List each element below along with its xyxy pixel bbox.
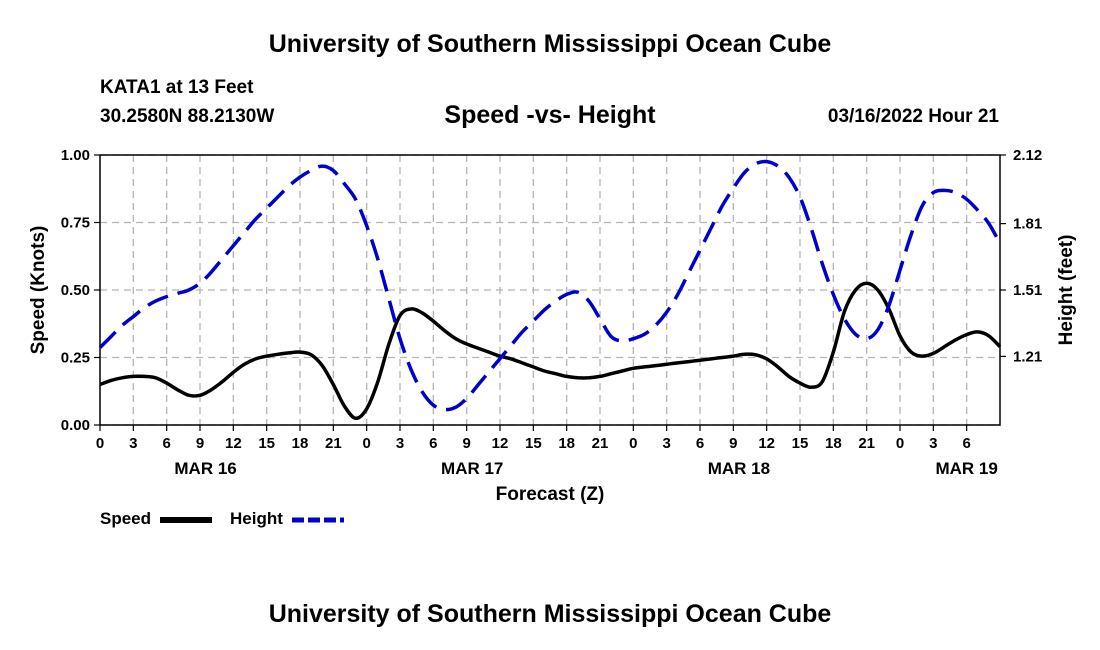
legend-label-height: Height (230, 509, 283, 528)
x-tick-label: 21 (592, 435, 609, 452)
station-coordinates: 30.2580N 88.2130W (100, 106, 275, 127)
y-tick-label-left: 0.00 (61, 417, 90, 434)
x-tick-label: 6 (429, 435, 437, 452)
x-tick-label: 15 (525, 435, 542, 452)
x-tick-label: 15 (792, 435, 809, 452)
x-tick-label: 12 (492, 435, 509, 452)
chart-title-top: University of Southern Mississippi Ocean… (268, 30, 832, 58)
x-tick-label: 18 (292, 435, 309, 452)
x-tick-label: 6 (162, 435, 170, 452)
y-tick-label-right: 2.12 (1013, 147, 1042, 164)
y-tick-label-left: 1.00 (61, 147, 90, 164)
x-tick-label: 9 (729, 435, 737, 452)
x-tick-label: 0 (896, 435, 904, 452)
x-date-label: MAR 19 (935, 459, 997, 478)
x-tick-label: 12 (758, 435, 775, 452)
x-axis-title: Forecast (Z) (496, 484, 605, 505)
x-tick-label: 3 (396, 435, 404, 452)
x-tick-label: 0 (96, 435, 104, 452)
x-tick-label: 9 (462, 435, 470, 452)
x-tick-label: 0 (629, 435, 637, 452)
y-tick-label-left: 0.25 (61, 350, 90, 367)
x-tick-label: 18 (825, 435, 842, 452)
chart-subtitle: Speed -vs- Height (444, 101, 656, 129)
x-tick-label: 3 (129, 435, 137, 452)
y-tick-label-left: 0.75 (61, 215, 90, 232)
y-tick-label-right: 1.21 (1013, 348, 1042, 365)
x-tick-label: 0 (362, 435, 370, 452)
x-tick-label: 18 (558, 435, 575, 452)
y-tick-label-left: 0.50 (61, 282, 90, 299)
y-axis-title-right: Height (feet) (1056, 235, 1077, 346)
x-tick-label: 21 (325, 435, 342, 452)
y-tick-label-right: 1.51 (1013, 282, 1042, 299)
series-line-height (98, 159, 1002, 412)
x-date-label: MAR 17 (441, 459, 503, 478)
legend-label-speed: Speed (100, 509, 152, 528)
x-tick-label: 6 (696, 435, 704, 452)
forecast-timestamp: 03/16/2022 Hour 21 (827, 106, 999, 127)
y-axis-title-left: Speed (Knots) (28, 226, 49, 355)
y-tick-label-right: 1.81 (1013, 216, 1042, 233)
x-date-label: MAR 16 (174, 459, 236, 478)
x-tick-label: 3 (929, 435, 937, 452)
series-line-speed (99, 281, 1002, 421)
chart-title-bottom: University of Southern Mississippi Ocean… (268, 600, 832, 628)
x-tick-label: 12 (225, 435, 242, 452)
x-tick-label: 6 (962, 435, 970, 452)
x-tick-label: 9 (196, 435, 204, 452)
chart-grid (100, 154, 1000, 426)
x-date-label: MAR 18 (708, 459, 770, 478)
x-tick-label: 15 (258, 435, 275, 452)
x-tick-label: 3 (662, 435, 670, 452)
station-label: KATA1 at 13 Feet (100, 77, 254, 98)
x-tick-label: 21 (858, 435, 875, 452)
chart-axes: 0 3 6 9 12 15 18 21 0 3 6 9 12 15 18 21 0 3 6 9 12 15 18 21 0 3 6M… (61, 147, 1042, 478)
